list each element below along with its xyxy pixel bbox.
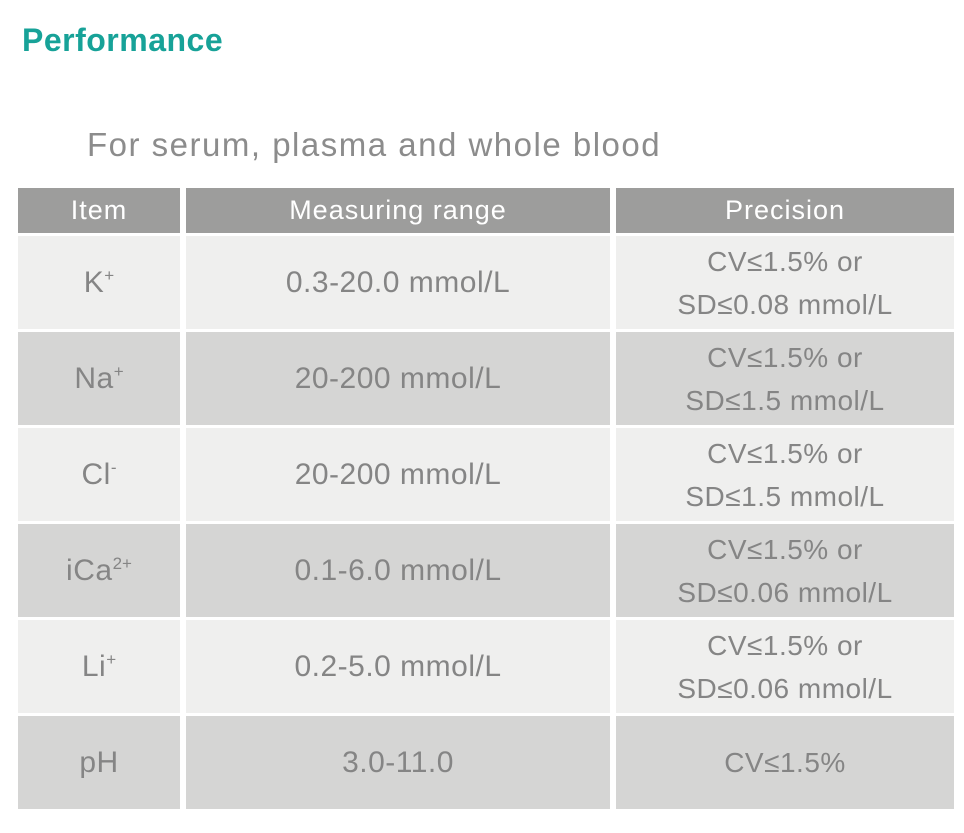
subtitle: For serum, plasma and whole blood xyxy=(87,126,662,163)
item-superscript: + xyxy=(104,265,115,285)
precision-line-2: SD≤0.06 mmol/L xyxy=(677,672,893,704)
precision-cell: CV≤1.5% xyxy=(616,716,954,809)
precision-line-1: CV≤1.5% or xyxy=(707,629,863,661)
header-cell-item: Item xyxy=(18,188,180,233)
precision-cell: CV≤1.5% or SD≤0.08 mmol/L xyxy=(616,236,954,329)
item-label: Na+ xyxy=(74,361,124,395)
header-cell-precision: Precision xyxy=(616,188,954,233)
item-cell: pH xyxy=(18,716,180,809)
range-cell: 0.1-6.0 mmol/L xyxy=(186,524,610,617)
range-cell: 20-200 mmol/L xyxy=(186,332,610,425)
item-label: K+ xyxy=(83,265,115,299)
precision-line-1: CV≤1.5% or xyxy=(707,341,863,373)
item-label: Cl- xyxy=(81,457,117,491)
precision-cell: CV≤1.5% or SD≤0.06 mmol/L xyxy=(616,524,954,617)
item-cell: Li+ xyxy=(18,620,180,713)
item-superscript: - xyxy=(110,457,117,477)
header-cell-measuring-range: Measuring range xyxy=(186,188,610,233)
precision-cell: CV≤1.5% or SD≤0.06 mmol/L xyxy=(616,620,954,713)
precision-line-2: SD≤0.08 mmol/L xyxy=(677,288,893,320)
item-cell: K+ xyxy=(18,236,180,329)
precision-line-2: SD≤1.5 mmol/L xyxy=(685,384,885,416)
range-cell: 0.3-20.0 mmol/L xyxy=(186,236,610,329)
precision-cell: CV≤1.5% or SD≤1.5 mmol/L xyxy=(616,332,954,425)
page-title: Performance xyxy=(22,22,224,58)
item-cell: Cl- xyxy=(18,428,180,521)
item-label: Li+ xyxy=(81,649,117,683)
precision-line-1: CV≤1.5% or xyxy=(707,533,863,565)
range-cell: 20-200 mmol/L xyxy=(186,428,610,521)
item-cell: Na+ xyxy=(18,332,180,425)
item-superscript: + xyxy=(106,649,117,669)
precision-line-2: SD≤1.5 mmol/L xyxy=(685,480,885,512)
precision-line-1: CV≤1.5% xyxy=(724,747,846,778)
precision-line-1: CV≤1.5% or xyxy=(707,437,863,469)
item-superscript: + xyxy=(113,361,124,381)
item-cell: iCa2+ xyxy=(18,524,180,617)
item-label: pH xyxy=(79,745,119,779)
item-label: iCa2+ xyxy=(66,553,132,587)
performance-table: Item Measuring range Precision K+ 0.3-20… xyxy=(18,188,954,809)
precision-cell: CV≤1.5% or SD≤1.5 mmol/L xyxy=(616,428,954,521)
range-cell: 0.2-5.0 mmol/L xyxy=(186,620,610,713)
item-superscript: 2+ xyxy=(112,553,132,573)
range-cell: 3.0-11.0 xyxy=(186,716,610,809)
precision-line-2: SD≤0.06 mmol/L xyxy=(677,576,893,608)
precision-line-1: CV≤1.5% or xyxy=(707,245,863,277)
